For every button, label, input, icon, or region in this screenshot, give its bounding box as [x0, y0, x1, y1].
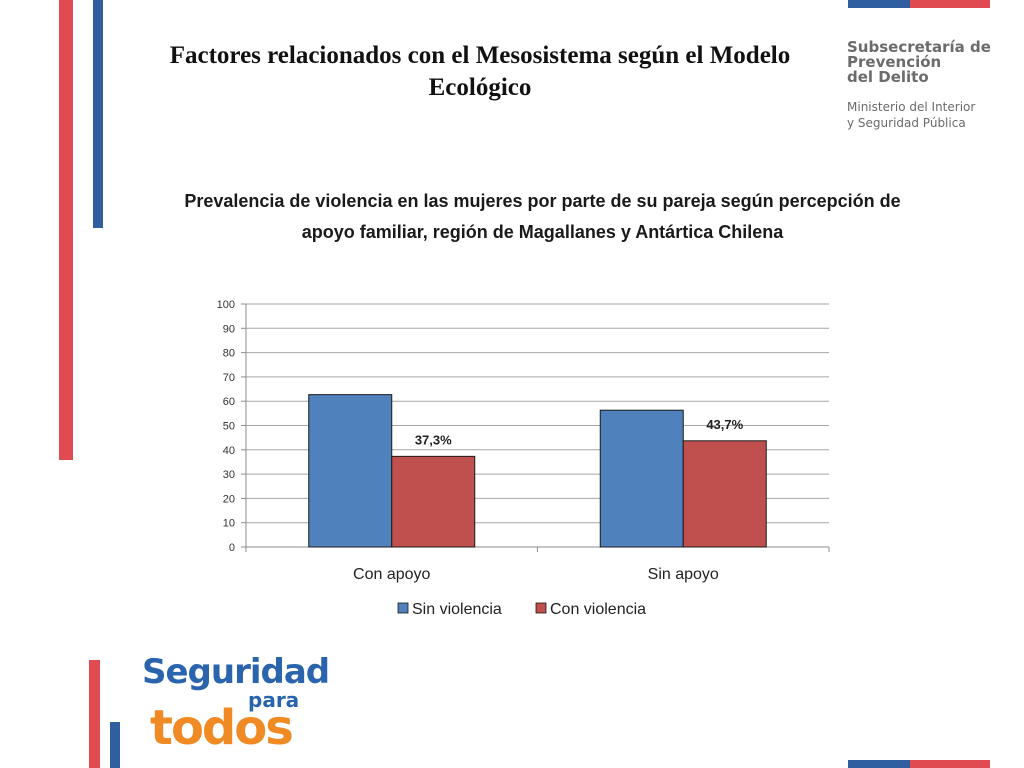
logo-line3: del Delito: [847, 68, 929, 86]
brand-line3: todos: [150, 700, 294, 756]
logo-line1: Subsecretaría de: [847, 38, 991, 56]
y-tick-label: 90: [223, 323, 235, 335]
y-tick-label: 80: [223, 348, 235, 360]
bar: [391, 455, 476, 548]
slide-title-line2: Ecológico: [428, 74, 532, 101]
logo-line4: Ministerio del Interior: [847, 100, 976, 114]
chart-title-line1: Prevalencia de violencia en las mujeres …: [184, 191, 901, 211]
stripe-red-bottom-right: [910, 760, 990, 768]
stripe-red-top-right: [910, 0, 990, 8]
chart-title: Prevalencia de violencia en las mujeres …: [140, 186, 945, 248]
data-label: 43,7%: [706, 417, 743, 432]
stripe-blue-left-top: [93, 0, 103, 228]
y-tick-label: 40: [223, 445, 235, 457]
data-label: 37,3%: [415, 432, 452, 447]
y-tick-label: 70: [223, 372, 235, 384]
slide-title-line1: Factores relacionados con el Mesosistema…: [169, 42, 791, 69]
x-category-label: Sin apoyo: [648, 566, 719, 583]
slide-title: Factores relacionados con el Mesosistema…: [120, 40, 840, 104]
y-tick-label: 20: [223, 493, 235, 505]
bar: [599, 409, 684, 548]
legend-swatch: [397, 602, 409, 614]
x-category-label: Con apoyo: [353, 566, 430, 583]
stripe-blue-left-bottom: [110, 722, 120, 768]
stripe-blue-top-right: [848, 0, 910, 8]
chart-title-line2: apoyo familiar, región de Magallanes y A…: [301, 222, 784, 242]
logo-line5: y Seguridad Pública: [847, 116, 966, 130]
y-tick-label: 50: [223, 421, 235, 433]
y-tick-label: 100: [217, 299, 235, 311]
bar: [308, 394, 393, 548]
legend-label: Con violencia: [550, 601, 646, 618]
brand-line1: Seguridad: [142, 652, 330, 692]
y-tick-label: 30: [223, 469, 235, 481]
y-tick-label: 10: [223, 518, 235, 530]
legend-label: Sin violencia: [412, 601, 502, 618]
bar: [682, 440, 767, 548]
logo-line2: Prevención: [847, 53, 942, 71]
stripe-red-left-bottom: [89, 660, 100, 768]
brand-line2: para: [248, 688, 300, 712]
stripe-red-left-top: [59, 0, 73, 460]
y-tick-label: 60: [223, 396, 235, 408]
stripe-blue-bottom-right: [848, 760, 910, 768]
y-tick-label: 0: [229, 542, 235, 554]
legend-swatch: [535, 602, 547, 614]
